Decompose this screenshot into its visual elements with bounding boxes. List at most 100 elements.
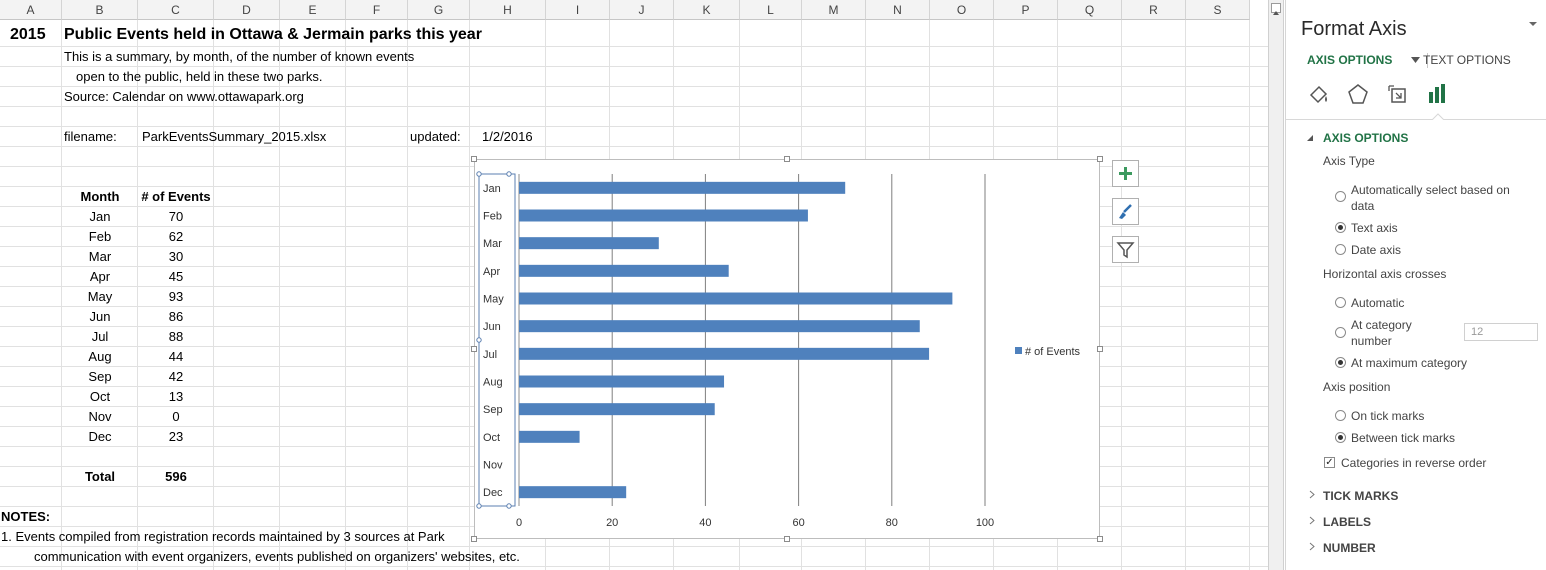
month-cell[interactable]: Oct xyxy=(89,389,111,404)
tab-text-options[interactable]: TEXT OPTIONS xyxy=(1423,53,1511,67)
month-cell[interactable]: Mar xyxy=(88,249,112,264)
month-header[interactable]: Month xyxy=(80,189,120,204)
chart-styles-button[interactable] xyxy=(1112,198,1139,225)
axis-options-chart-icon[interactable] xyxy=(1426,82,1450,106)
column-header[interactable]: B xyxy=(62,0,138,20)
notes-label[interactable]: NOTES: xyxy=(1,509,51,524)
events-cell[interactable]: 70 xyxy=(168,209,184,224)
radio-automatic[interactable] xyxy=(1335,297,1346,308)
month-cell[interactable]: Apr xyxy=(89,269,111,284)
events-cell[interactable]: 13 xyxy=(168,389,184,404)
axis-selection-handle[interactable] xyxy=(476,503,482,509)
tab-dropdown-chevron-icon[interactable] xyxy=(1411,57,1420,63)
resize-handle-tr[interactable] xyxy=(1097,156,1103,162)
column-header[interactable]: K xyxy=(674,0,740,20)
bar[interactable] xyxy=(519,430,580,443)
column-header[interactable]: S xyxy=(1186,0,1250,20)
effects-pentagon-icon[interactable] xyxy=(1346,82,1370,106)
bar[interactable] xyxy=(519,181,846,194)
events-cell[interactable]: 0 xyxy=(172,409,180,424)
resize-handle-bl[interactable] xyxy=(471,536,477,542)
chart-filters-button[interactable] xyxy=(1112,236,1139,263)
radio-auto-select[interactable] xyxy=(1335,191,1346,202)
month-cell[interactable]: Jan xyxy=(89,209,111,224)
month-cell[interactable]: Nov xyxy=(88,409,112,424)
events-cell[interactable]: 44 xyxy=(168,349,184,364)
desc-line-1[interactable]: This is a summary, by month, of the numb… xyxy=(64,49,415,64)
events-cell[interactable]: 30 xyxy=(168,249,184,264)
fill-line-icon[interactable] xyxy=(1307,82,1331,106)
number-expand-icon[interactable] xyxy=(1309,542,1315,551)
bar[interactable] xyxy=(519,486,627,499)
axis-selection-handle[interactable] xyxy=(476,337,482,343)
bar[interactable] xyxy=(519,264,729,277)
updated-label[interactable]: updated: xyxy=(410,129,461,144)
year-cell[interactable]: 2015 xyxy=(10,26,46,43)
axis-selection-handle[interactable] xyxy=(506,171,512,177)
column-header[interactable]: G xyxy=(408,0,470,20)
radio-at-category[interactable] xyxy=(1335,327,1346,338)
column-header[interactable]: F xyxy=(346,0,408,20)
column-header[interactable]: L xyxy=(740,0,802,20)
resize-handle-tc[interactable] xyxy=(784,156,790,162)
radio-between-tick-marks[interactable] xyxy=(1335,432,1346,443)
pane-options-chevron-icon[interactable] xyxy=(1528,20,1538,28)
note-line-1[interactable]: 1. Events compiled from registration rec… xyxy=(1,529,445,544)
bar[interactable] xyxy=(519,375,725,388)
category-axis-selection[interactable] xyxy=(478,173,516,507)
chart-elements-button[interactable] xyxy=(1112,160,1139,187)
axis-selection-handle[interactable] xyxy=(476,171,482,177)
month-cell[interactable]: Jul xyxy=(91,329,109,344)
note-line-2[interactable]: communication with event organizers, eve… xyxy=(34,549,520,564)
events-cell[interactable]: 93 xyxy=(168,289,184,304)
desc-line-2[interactable]: open to the public, held in these two pa… xyxy=(76,69,323,84)
scroll-up-arrow-icon[interactable] xyxy=(1271,3,1281,15)
section-collapse-triangle-icon[interactable] xyxy=(1306,134,1314,142)
month-cell[interactable]: Jun xyxy=(89,309,111,324)
source-cell[interactable]: Source: Calendar on www.ottawapark.org xyxy=(64,89,304,104)
resize-handle-bc[interactable] xyxy=(784,536,790,542)
events-cell[interactable]: 23 xyxy=(168,429,184,444)
checkbox-reverse-order[interactable]: ✓ xyxy=(1324,457,1335,468)
column-header[interactable]: N xyxy=(866,0,930,20)
updated-cell[interactable]: 1/2/2016 xyxy=(482,129,533,144)
radio-on-tick-marks[interactable] xyxy=(1335,410,1346,421)
section-tick-marks[interactable]: TICK MARKS xyxy=(1323,489,1399,503)
events-cell[interactable]: 88 xyxy=(168,329,184,344)
events-cell[interactable]: 62 xyxy=(168,229,184,244)
events-cell[interactable]: 45 xyxy=(168,269,184,284)
bar[interactable] xyxy=(519,209,808,222)
month-cell[interactable]: Sep xyxy=(88,369,112,384)
column-header[interactable]: R xyxy=(1122,0,1186,20)
resize-handle-br[interactable] xyxy=(1097,536,1103,542)
resize-handle-mr[interactable] xyxy=(1097,346,1103,352)
column-header[interactable]: Q xyxy=(1058,0,1122,20)
tick-marks-expand-icon[interactable] xyxy=(1309,490,1315,499)
month-cell[interactable]: Feb xyxy=(88,229,112,244)
title-cell[interactable]: Public Events held in Ottawa & Jermain p… xyxy=(64,26,482,43)
total-value[interactable]: 596 xyxy=(165,469,187,484)
column-header[interactable]: A xyxy=(0,0,62,20)
section-labels[interactable]: LABELS xyxy=(1323,515,1371,529)
column-header[interactable]: P xyxy=(994,0,1058,20)
axis-selection-handle[interactable] xyxy=(506,503,512,509)
month-cell[interactable]: May xyxy=(87,289,113,304)
bar-chart[interactable]: 0 20 40 60 80 100 Jan Feb Mar Apr May Jun Jul Aug Sep O… xyxy=(474,159,1100,539)
size-properties-icon[interactable] xyxy=(1386,82,1410,106)
radio-text-axis[interactable] xyxy=(1335,222,1346,233)
column-header[interactable]: H xyxy=(470,0,546,20)
category-number-input[interactable]: 12 xyxy=(1464,323,1538,341)
section-axis-options[interactable]: AXIS OPTIONS xyxy=(1323,131,1409,145)
resize-handle-ml[interactable] xyxy=(471,346,477,352)
labels-expand-icon[interactable] xyxy=(1309,516,1315,525)
column-header[interactable]: I xyxy=(546,0,610,20)
bar[interactable] xyxy=(519,237,659,250)
bar[interactable] xyxy=(519,403,715,416)
events-cell[interactable]: 42 xyxy=(168,369,184,384)
column-header[interactable]: E xyxy=(280,0,346,20)
column-header[interactable]: C xyxy=(138,0,214,20)
events-header[interactable]: # of Events xyxy=(141,189,211,204)
total-label[interactable]: Total xyxy=(84,469,116,484)
column-header[interactable]: M xyxy=(802,0,866,20)
